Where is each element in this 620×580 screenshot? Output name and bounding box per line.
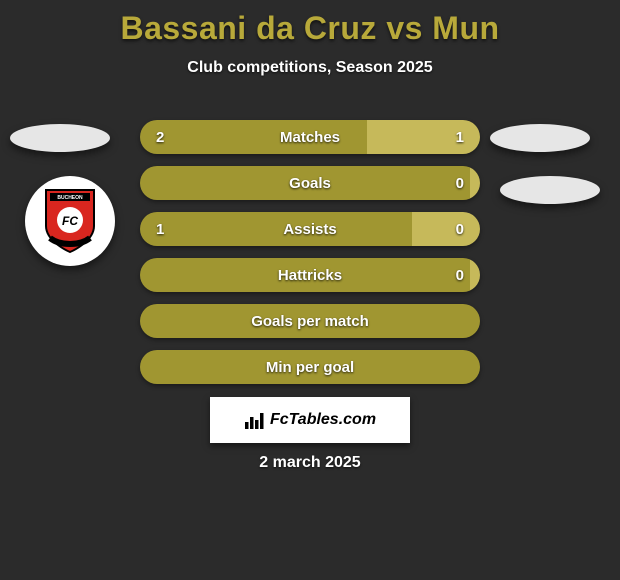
stat-row: Goals0	[140, 166, 480, 200]
stat-row: Min per goal	[140, 350, 480, 384]
comparison-widget: Bassani da Cruz vs Mun Club competitions…	[0, 0, 620, 580]
club-right-logo-placeholder	[500, 176, 600, 204]
shield-icon: BUCHEON FC	[42, 188, 98, 254]
source-badge: FcTables.com	[210, 397, 410, 443]
page-title: Bassani da Cruz vs Mun	[0, 0, 620, 47]
bars-icon	[244, 410, 264, 430]
player-left-logo-placeholder	[10, 124, 110, 152]
svg-text:FC: FC	[62, 214, 78, 228]
svg-text:BUCHEON: BUCHEON	[57, 195, 83, 201]
player-right-logo-placeholder	[490, 124, 590, 152]
club-left-logo: BUCHEON FC	[25, 176, 115, 266]
subtitle: Club competitions, Season 2025	[0, 59, 620, 77]
stat-row: Matches21	[140, 120, 480, 154]
date-label: 2 march 2025	[0, 454, 620, 472]
source-label: FcTables.com	[270, 411, 376, 429]
stat-row: Hattricks0	[140, 258, 480, 292]
comparison-chart: Matches21 Goals0 Assists10 Hattricks0 Goals …	[140, 120, 480, 396]
stat-row: Assists10	[140, 212, 480, 246]
stat-row: Goals per match	[140, 304, 480, 338]
